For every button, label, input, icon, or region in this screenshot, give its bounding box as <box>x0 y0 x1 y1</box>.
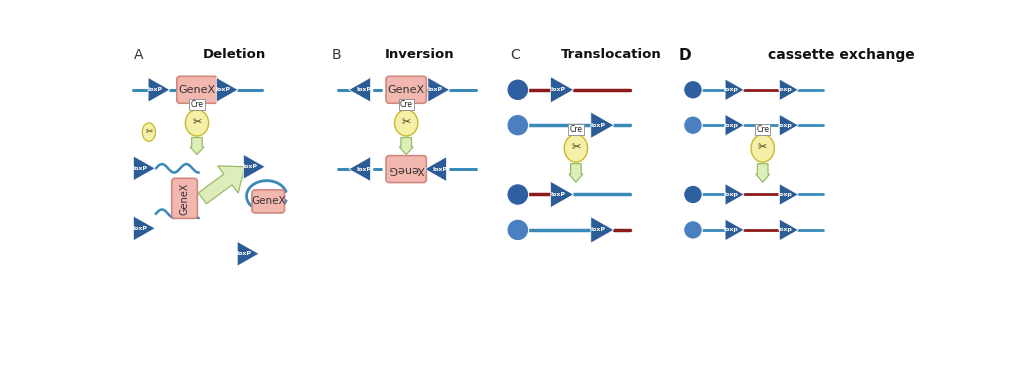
Ellipse shape <box>185 110 208 136</box>
Text: GeneX: GeneX <box>251 196 285 206</box>
Text: GeneX: GeneX <box>178 85 215 95</box>
Text: GeneX: GeneX <box>179 182 190 215</box>
Polygon shape <box>780 114 798 136</box>
Text: loxP: loxP <box>237 251 251 256</box>
Text: cassette exchange: cassette exchange <box>768 48 915 62</box>
Text: GeneX: GeneX <box>387 85 424 95</box>
Circle shape <box>507 184 528 205</box>
Ellipse shape <box>751 135 775 162</box>
Circle shape <box>684 116 702 135</box>
Text: loxP: loxP <box>550 192 565 197</box>
Text: Cre: Cre <box>400 100 413 109</box>
Text: loxP: loxP <box>133 166 147 171</box>
Polygon shape <box>591 217 614 243</box>
Polygon shape <box>780 79 798 100</box>
Polygon shape <box>725 219 744 241</box>
FancyBboxPatch shape <box>386 76 426 103</box>
Circle shape <box>684 221 702 239</box>
Polygon shape <box>551 181 574 208</box>
Text: D: D <box>679 48 691 63</box>
Polygon shape <box>591 112 614 138</box>
Text: loxP: loxP <box>590 227 606 232</box>
FancyBboxPatch shape <box>386 156 426 183</box>
FancyBboxPatch shape <box>252 190 284 213</box>
Polygon shape <box>199 166 245 204</box>
Text: loxP: loxP <box>215 87 231 92</box>
Circle shape <box>684 80 702 99</box>
Circle shape <box>507 114 528 136</box>
Text: Cre: Cre <box>756 125 769 134</box>
Polygon shape <box>725 79 744 100</box>
Polygon shape <box>148 77 170 102</box>
Ellipse shape <box>564 135 587 162</box>
Text: loxp: loxp <box>778 227 793 232</box>
Text: Cre: Cre <box>191 100 204 109</box>
Polygon shape <box>134 216 156 241</box>
Text: loxP: loxP <box>433 167 447 171</box>
Text: loxP: loxP <box>356 167 371 171</box>
Polygon shape <box>349 77 371 102</box>
Text: ✂: ✂ <box>572 143 581 153</box>
Text: Inversion: Inversion <box>384 48 454 61</box>
Text: loxp: loxp <box>778 87 793 92</box>
Text: loxP: loxP <box>550 87 565 92</box>
Polygon shape <box>400 138 413 155</box>
Circle shape <box>507 79 528 100</box>
Polygon shape <box>424 157 446 181</box>
FancyBboxPatch shape <box>177 76 217 103</box>
Polygon shape <box>725 114 744 136</box>
Text: loxP: loxP <box>356 87 371 92</box>
Circle shape <box>507 219 528 241</box>
Polygon shape <box>237 241 259 266</box>
Circle shape <box>684 185 702 204</box>
Polygon shape <box>134 156 156 180</box>
Text: loxP: loxP <box>427 87 442 92</box>
Polygon shape <box>427 77 450 102</box>
Polygon shape <box>551 77 574 103</box>
Text: ✂: ✂ <box>145 127 152 136</box>
Text: Deletion: Deletion <box>202 48 266 61</box>
Text: loxp: loxp <box>724 123 739 128</box>
Ellipse shape <box>394 110 418 136</box>
Polygon shape <box>780 219 798 241</box>
FancyBboxPatch shape <box>172 178 198 218</box>
Text: Cre: Cre <box>570 125 582 134</box>
Text: C: C <box>510 48 520 62</box>
Polygon shape <box>569 164 583 182</box>
Text: loxp: loxp <box>724 227 739 232</box>
Polygon shape <box>780 184 798 205</box>
Text: ✂: ✂ <box>758 143 767 153</box>
Text: Translocation: Translocation <box>561 48 662 61</box>
Ellipse shape <box>142 123 156 141</box>
Polygon shape <box>243 155 265 179</box>
Polygon shape <box>190 138 204 155</box>
Text: loxp: loxp <box>724 87 739 92</box>
Polygon shape <box>756 164 769 182</box>
Text: ✂: ✂ <box>193 117 202 127</box>
Text: A: A <box>134 48 143 62</box>
Text: ✂: ✂ <box>402 117 411 127</box>
Text: loxP: loxP <box>590 123 606 128</box>
Polygon shape <box>216 77 238 102</box>
Text: loxP: loxP <box>243 164 258 169</box>
Text: loxp: loxp <box>778 123 793 128</box>
Text: loxp: loxp <box>724 192 739 197</box>
Text: loxp: loxp <box>778 192 793 197</box>
Text: XeneG: XeneG <box>388 164 424 174</box>
Text: loxP: loxP <box>147 87 163 92</box>
Text: loxP: loxP <box>133 226 147 231</box>
Polygon shape <box>725 184 744 205</box>
Polygon shape <box>349 157 371 181</box>
Text: B: B <box>332 48 341 62</box>
